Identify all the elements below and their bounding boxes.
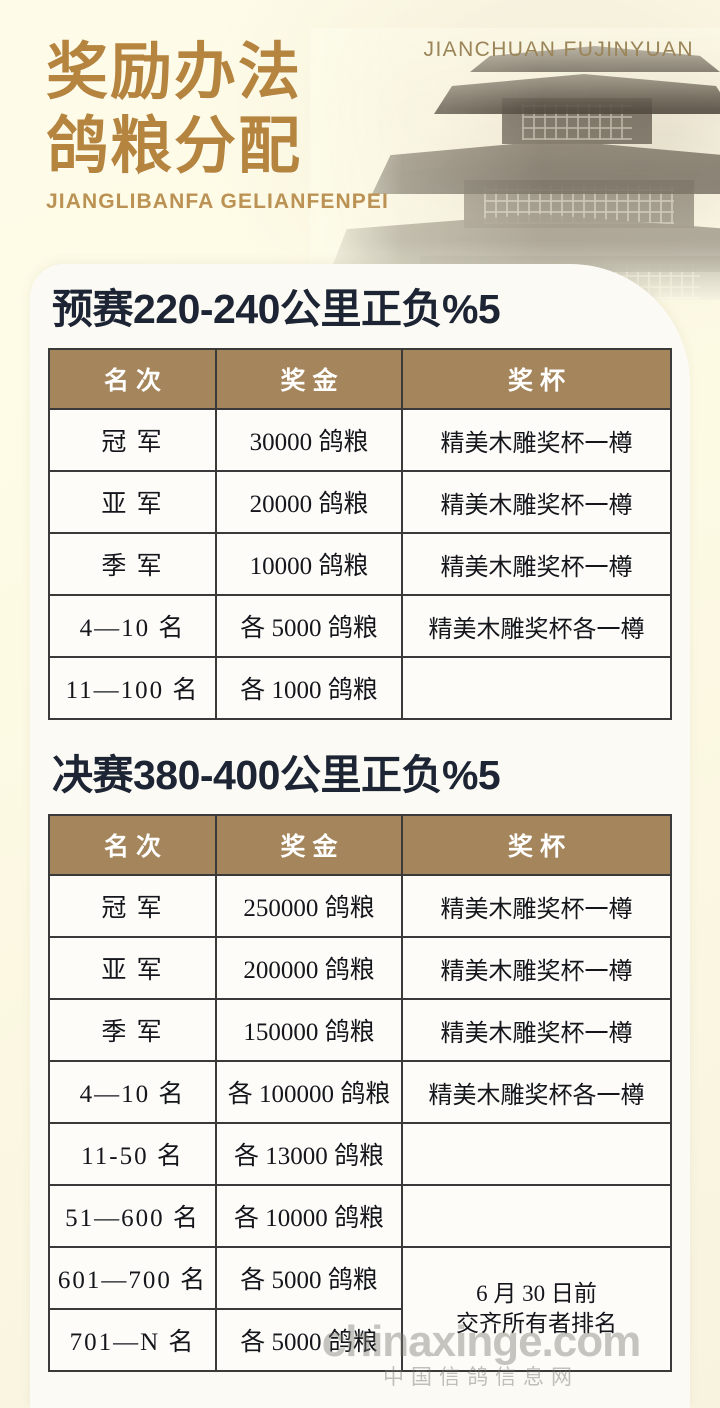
cell-trophy: 精美木雕奖杯一樽 [401,408,672,472]
cell-prize: 30000 鸽粮 [215,408,403,472]
cell-prize: 200000 鸽粮 [215,936,403,1000]
cell-trophy [401,1122,672,1186]
table-row: 季 军 10000 鸽粮 精美木雕奖杯一樽 [48,532,672,596]
section-title-final: 决赛380-400公里正负%5 [52,752,501,798]
section-final: 决赛380-400公里正负%5 名次 奖金 奖杯 冠 军 250000 鸽粮 精… [48,752,672,1372]
cell-trophy [401,1184,672,1248]
cell-prize: 各 5000 鸽粮 [215,1308,403,1372]
cell-rank: 51—600 名 [48,1184,217,1248]
column-header-rank: 名次 [48,814,217,876]
cell-prize: 10000 鸽粮 [215,532,403,596]
table-row: 11—100 名 各 1000 鸽粮 [48,656,672,720]
poster-title-line-1: 奖励办法 [46,38,303,107]
deadline-note-line-1: 6 月 30 日前 [476,1281,597,1306]
prize-table-preliminary: 名次 奖金 奖杯 冠 军 30000 鸽粮 精美木雕奖杯一樽 亚 军 20000… [48,348,672,720]
table-row: 51—600 名 各 10000 鸽粮 [48,1184,672,1248]
cell-rank: 冠 军 [48,408,217,472]
cell-rank: 季 军 [48,532,217,596]
cell-prize: 各 10000 鸽粮 [215,1184,403,1248]
brand-name-en: JIANCHUAN FUJINYUAN [423,38,694,61]
cell-trophy: 精美木雕奖杯各一樽 [401,594,672,658]
prize-table-final: 名次 奖金 奖杯 冠 军 250000 鸽粮 精美木雕奖杯一樽 亚 军 2000… [48,814,672,1372]
table-row: 冠 军 30000 鸽粮 精美木雕奖杯一樽 [48,408,672,472]
table-row: 季 军 150000 鸽粮 精美木雕奖杯一樽 [48,998,672,1062]
cell-prize: 各 100000 鸽粮 [215,1060,403,1124]
cell-rank: 4—10 名 [48,594,217,658]
cell-trophy [401,656,672,720]
table-row: 4—10 名 各 100000 鸽粮 精美木雕奖杯各一樽 [48,1060,672,1124]
table-row: 601—700 名 各 5000 鸽粮 6 月 30 日前 交齐所有者排名 [48,1246,672,1372]
cell-rank: 601—700 名 [48,1246,217,1310]
table-row: 亚 军 20000 鸽粮 精美木雕奖杯一樽 [48,470,672,534]
cell-trophy: 精美木雕奖杯一樽 [401,532,672,596]
content-card: 预赛220-240公里正负%5 名次 奖金 奖杯 冠 军 30000 鸽粮 精美… [30,264,690,1408]
cell-prize: 各 5000 鸽粮 [215,594,403,658]
cell-trophy: 精美木雕奖杯各一樽 [401,1060,672,1124]
table-header-row: 名次 奖金 奖杯 [48,348,672,410]
table-row: 11-50 名 各 13000 鸽粮 [48,1122,672,1186]
cell-deadline-note: 6 月 30 日前 交齐所有者排名 [401,1246,672,1372]
poster-title: 奖励办法 鸽粮分配 JIANGLIBANFA GELIANFENPEI [46,36,466,214]
cell-rank: 季 军 [48,998,217,1062]
cell-prize: 150000 鸽粮 [215,998,403,1062]
cell-trophy: 精美木雕奖杯一樽 [401,470,672,534]
temple-fade-overlay [310,28,720,300]
cell-rank: 4—10 名 [48,1060,217,1124]
table-row: 冠 军 250000 鸽粮 精美木雕奖杯一樽 [48,874,672,938]
deadline-note-line-2: 交齐所有者排名 [456,1311,617,1336]
column-header-trophy: 奖杯 [401,348,672,410]
cell-trophy: 精美木雕奖杯一樽 [401,874,672,938]
poster-title-line-2: 鸽粮分配 [46,112,303,181]
cell-rank: 11-50 名 [48,1122,217,1186]
column-header-prize: 奖金 [215,814,403,876]
cell-trophy: 精美木雕奖杯一樽 [401,936,672,1000]
cell-rank: 11—100 名 [48,656,217,720]
hero-banner: JIANCHUAN FUJINYUAN 奖励办法 鸽粮分配 JIANGLIBAN… [0,0,720,300]
table-header-row: 名次 奖金 奖杯 [48,814,672,876]
table-row: 4—10 名 各 5000 鸽粮 精美木雕奖杯各一樽 [48,594,672,658]
cell-prize: 20000 鸽粮 [215,470,403,534]
poster-title-pinyin: JIANGLIBANFA GELIANFENPEI [46,190,389,213]
cell-rank: 冠 军 [48,874,217,938]
cell-prize: 各 13000 鸽粮 [215,1122,403,1186]
section-title-preliminary: 预赛220-240公里正负%5 [52,286,501,332]
cell-rank: 亚 军 [48,936,217,1000]
cell-trophy: 精美木雕奖杯一樽 [401,998,672,1062]
cell-rank: 701—N 名 [48,1308,217,1372]
section-preliminary: 预赛220-240公里正负%5 名次 奖金 奖杯 冠 军 30000 鸽粮 精美… [48,286,672,720]
column-header-prize: 奖金 [215,348,403,410]
table-row: 亚 军 200000 鸽粮 精美木雕奖杯一樽 [48,936,672,1000]
column-header-trophy: 奖杯 [401,814,672,876]
column-header-rank: 名次 [48,348,217,410]
table-row: 701—N 名 各 5000 鸽粮 [48,1308,671,1372]
cell-prize: 250000 鸽粮 [215,874,403,938]
cell-prize: 各 1000 鸽粮 [215,656,403,720]
cell-prize: 各 5000 鸽粮 [215,1246,403,1310]
cell-rank: 亚 军 [48,470,217,534]
